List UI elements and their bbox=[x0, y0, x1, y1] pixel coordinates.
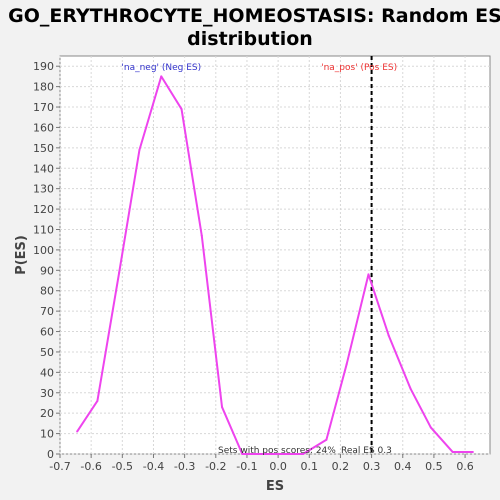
es-data-point bbox=[345, 363, 348, 366]
footer-pos-scores: Sets with pos scores: 24% bbox=[218, 446, 336, 456]
es-data-point bbox=[281, 453, 284, 455]
es-data-point bbox=[241, 453, 244, 455]
y-tick-label: 170 bbox=[33, 101, 54, 114]
y-axis-ticks: 0 10 20 30 40 50 60 70 80 90 100 110 120 130 140 150 160… bbox=[33, 60, 60, 461]
y-tick-label: 100 bbox=[33, 244, 54, 257]
x-tick-label: -0.4 bbox=[143, 460, 164, 473]
es-data-point bbox=[221, 406, 224, 409]
es-data-point bbox=[367, 273, 370, 276]
y-tick-label: 160 bbox=[33, 121, 54, 134]
x-tick-label: -0.6 bbox=[80, 460, 101, 473]
es-data-point bbox=[261, 453, 264, 455]
y-tick-label: 90 bbox=[40, 264, 54, 277]
y-tick-label: 110 bbox=[33, 223, 54, 236]
y-tick-label: 120 bbox=[33, 203, 54, 216]
series-group bbox=[76, 75, 474, 455]
y-tick-label: 20 bbox=[40, 407, 54, 420]
y-tick-label: 180 bbox=[33, 81, 54, 94]
y-tick-label: 10 bbox=[40, 428, 54, 441]
x-tick-label: 0.1 bbox=[301, 460, 319, 473]
x-tick-label: 0.2 bbox=[332, 460, 350, 473]
x-tick-label: -0.1 bbox=[236, 460, 257, 473]
x-axis-ticks: -0.7 -0.6 -0.5 -0.4 -0.3 -0.2 -0.1 0.0 0.1 0.2 0.3… bbox=[49, 454, 474, 473]
es-data-point bbox=[138, 148, 141, 151]
es-data-point bbox=[409, 387, 412, 390]
x-tick-label: -0.5 bbox=[112, 460, 133, 473]
es-data-point bbox=[325, 438, 328, 441]
pos-es-annotation: 'na_pos' (Pos ES) bbox=[321, 63, 397, 73]
es-data-point bbox=[302, 453, 305, 455]
x-axis-label: ES bbox=[266, 479, 284, 494]
y-tick-label: 140 bbox=[33, 162, 54, 175]
es-data-point bbox=[471, 450, 474, 453]
es-data-point bbox=[96, 399, 99, 402]
y-tick-label: 130 bbox=[33, 183, 54, 196]
es-distribution-line bbox=[76, 75, 473, 455]
es-data-point bbox=[387, 334, 390, 337]
y-axis-label: P(ES) bbox=[14, 235, 29, 275]
x-tick-label: -0.3 bbox=[174, 460, 195, 473]
plot-area bbox=[59, 55, 491, 455]
es-data-point bbox=[200, 234, 203, 237]
x-tick-label: 0.5 bbox=[425, 460, 443, 473]
x-tick-label: 0.3 bbox=[363, 460, 381, 473]
es-data-point bbox=[76, 430, 79, 433]
es-data-point bbox=[118, 271, 121, 274]
y-tick-label: 30 bbox=[40, 387, 54, 400]
x-tick-label: 0.6 bbox=[456, 460, 474, 473]
y-tick-label: 190 bbox=[33, 60, 54, 73]
es-data-point bbox=[160, 75, 163, 78]
chart-title-line-1: GO_ERYTHROCYTE_HOMEOSTASIS: Random ES bbox=[8, 5, 500, 27]
neg-es-annotation: 'na_neg' (Neg ES) bbox=[121, 63, 201, 73]
y-tick-label: 40 bbox=[40, 366, 54, 379]
es-data-point bbox=[451, 450, 454, 453]
y-tick-label: 50 bbox=[40, 346, 54, 359]
es-data-point bbox=[429, 426, 432, 429]
chart-title-line-2: distribution bbox=[187, 28, 313, 50]
y-tick-label: 60 bbox=[40, 326, 54, 339]
x-tick-label: 0.4 bbox=[394, 460, 412, 473]
y-tick-label: 0 bbox=[47, 448, 54, 461]
y-tick-label: 150 bbox=[33, 142, 54, 155]
x-tick-label: -0.7 bbox=[49, 460, 70, 473]
x-tick-label: -0.2 bbox=[205, 460, 226, 473]
y-tick-label: 70 bbox=[40, 305, 54, 318]
footer-real-es: Real ES 0.3 bbox=[341, 446, 392, 456]
es-data-point bbox=[180, 108, 183, 111]
y-tick-label: 80 bbox=[40, 285, 54, 298]
x-tick-label: 0.0 bbox=[269, 460, 287, 473]
